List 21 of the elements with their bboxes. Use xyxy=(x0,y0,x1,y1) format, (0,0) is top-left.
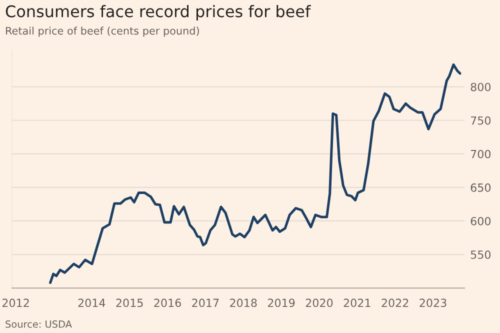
x-tick-label: 2023 xyxy=(420,298,446,308)
y-tick-label: 650 xyxy=(470,183,491,192)
y-tick-label: 550 xyxy=(470,250,491,259)
x-tick-label: 2022 xyxy=(382,298,408,308)
y-tick-label: 700 xyxy=(470,150,491,158)
y-tick-label: 750 xyxy=(470,116,491,125)
x-tick-label: 2017 xyxy=(192,298,219,308)
source-note: Source: USDA xyxy=(6,320,72,328)
x-tick-label: 2012 xyxy=(2,298,29,308)
x-tick-label: 2021 xyxy=(344,298,370,308)
chart-title: Consumers face record prices for beef xyxy=(6,4,311,20)
y-tick-label: 600 xyxy=(470,216,491,226)
y-tick-label: 800 xyxy=(470,82,491,92)
x-tick-label: 2019 xyxy=(268,298,295,308)
chart-subtitle: Retail price of beef (cents per pound) xyxy=(6,26,199,37)
x-tick-label: 2015 xyxy=(116,298,143,308)
x-tick-label: 2016 xyxy=(154,298,181,308)
line-series xyxy=(49,63,462,284)
x-tick-label: 2018 xyxy=(230,298,257,308)
x-tick-label: 2014 xyxy=(78,298,106,308)
x-tick-label: 2020 xyxy=(306,298,333,308)
